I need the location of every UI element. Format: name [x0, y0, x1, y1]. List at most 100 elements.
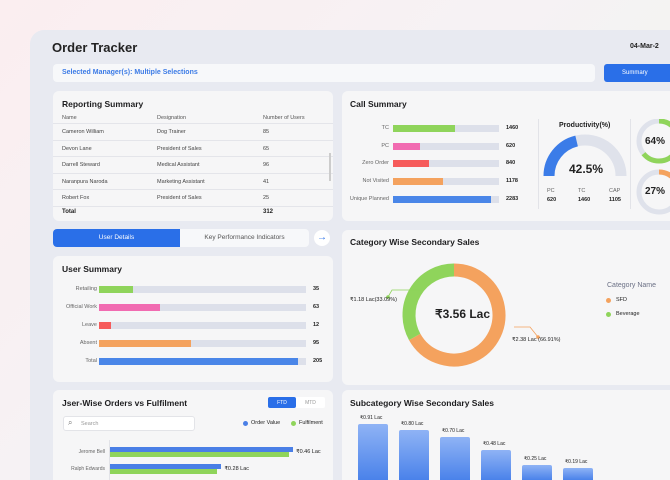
subcategory-sales-card: Subcategory Wise Secondary Sales ₹0.91 L…	[342, 390, 670, 480]
radial-fill	[636, 169, 670, 215]
search-input[interactable]: ⌕ Search	[63, 416, 195, 431]
period-toggle: FTD MTD	[268, 397, 325, 408]
legend-item[interactable]: Beverage	[616, 311, 640, 317]
legend-item[interactable]: SFD	[616, 297, 627, 303]
fulfilment-bar[interactable]	[110, 469, 218, 474]
subcategory-bar[interactable]	[399, 430, 429, 480]
bar-value: 2283	[506, 195, 519, 202]
bar-value: ₹0.80 Lac	[401, 421, 424, 428]
bar-fill	[393, 160, 429, 168]
donut-slice	[402, 263, 455, 341]
bar-value: ₹0.19 Lac	[565, 459, 588, 466]
tab-bar: User Details Key Performance Indicators	[53, 229, 309, 247]
bar-track	[99, 358, 306, 365]
date-label: 04-Mar-2	[630, 43, 659, 50]
toggle-ftd[interactable]: FTD	[268, 397, 296, 408]
table-row[interactable]: Devon Lane President of Sales 65	[53, 143, 323, 157]
leader-line	[514, 326, 539, 338]
manager-filter-text: Selected Manager(s): Multiple Selections	[62, 69, 198, 76]
user-summary-card: User Summary Retailing 35 Official Work 63 L…	[53, 256, 333, 382]
bar-fill	[393, 125, 456, 132]
stat-label: CAP	[609, 188, 621, 194]
legend-title: Category Name	[607, 282, 657, 289]
row-divider	[53, 139, 333, 141]
manager-filter[interactable]: Selected Manager(s): Multiple Selections	[53, 64, 595, 82]
total-value: 312	[263, 209, 274, 215]
slice-label: ₹2.38 Lac (66.91%)	[512, 337, 561, 343]
row-divider	[53, 172, 333, 174]
bar-value: ₹0.48 Lac	[483, 441, 506, 448]
stat-label: TC	[578, 188, 586, 194]
donut-total: ₹3.56 Lac	[435, 307, 491, 321]
subcategory-bar[interactable]	[358, 423, 388, 480]
table-cell: Cameron William	[62, 129, 104, 135]
subcategory-bar[interactable]	[563, 468, 593, 480]
subcategory-bar[interactable]	[522, 464, 552, 480]
user-name: Jerome Bell	[78, 449, 105, 455]
arrow-right-icon[interactable]: →	[314, 230, 330, 246]
bar-value: ₹0.70 Lac	[442, 427, 465, 434]
scrollbar[interactable]	[329, 153, 331, 181]
card-title: User Summary	[62, 264, 123, 274]
bar-label: Not Visited	[362, 178, 390, 185]
bar-value: 1178	[506, 178, 518, 185]
summary-button[interactable]: Summary	[604, 64, 670, 82]
column-header: Name	[62, 115, 77, 121]
slice-label: ₹1.18 Lac(33.09%)	[350, 297, 397, 303]
toggle-mtd[interactable]: MTD	[305, 400, 316, 406]
column-header: Number of Users	[263, 115, 305, 121]
subcategory-bar[interactable]	[440, 436, 470, 480]
table-cell: 96	[263, 162, 270, 168]
bar-track	[393, 178, 499, 186]
column-header: Designation	[157, 115, 187, 121]
bar-label: Leave	[82, 322, 97, 328]
legend-dot	[291, 421, 296, 426]
row-divider	[53, 206, 333, 207]
table-cell: Devon Lane	[62, 145, 92, 152]
tab-user-details[interactable]: User Details	[53, 229, 180, 247]
fulfilment-bar[interactable]	[110, 452, 290, 457]
bar-label: PC	[381, 142, 389, 149]
table-cell: President of Sales	[157, 145, 202, 152]
reporting-summary-card: Reporting Summary Name Designation Numbe…	[53, 91, 333, 221]
table-cell: Medical Assistant	[157, 162, 200, 168]
category-sales-card: Category Wise Secondary Sales ₹3.56 Lac …	[342, 230, 670, 385]
table-row[interactable]: Robert Fox President of Sales 25	[53, 192, 323, 206]
bar-value: ₹0.91 Lac	[360, 414, 383, 421]
bar-label: TC	[381, 125, 389, 131]
call-summary-card: Call Summary TC 1460 PC 620 Zero Order 840 Not…	[342, 91, 670, 221]
bar-track	[99, 304, 306, 311]
bar-label: Retailing	[75, 286, 97, 292]
legend-item: Order Value	[251, 420, 281, 426]
card-title: Jser-Wise Orders vs Fulfilment	[62, 398, 188, 408]
bar-fill	[99, 304, 161, 311]
order-bar[interactable]	[110, 447, 294, 452]
table-row[interactable]: Cameron William Dog Trainer 85	[53, 126, 323, 140]
subcategory-bar[interactable]	[481, 450, 511, 480]
order-bar[interactable]	[110, 464, 222, 469]
tab-kpi[interactable]: Key Performance Indicators	[204, 234, 285, 241]
bar-track	[393, 160, 499, 168]
productivity-title: Productivity(%)	[559, 122, 611, 129]
table-row[interactable]: Darrell Steward Medical Assistant 96	[53, 159, 323, 173]
gauge-fill	[543, 135, 579, 177]
radial-value: 27%	[645, 186, 666, 197]
bar-label: Absent	[79, 340, 97, 346]
bar-fill	[99, 340, 192, 347]
search-icon: ⌕	[68, 418, 73, 427]
bar-label: Zero Order	[362, 160, 389, 167]
bar-value: 35	[313, 286, 320, 292]
table-cell: 85	[263, 129, 270, 135]
table-cell: Dog Trainer	[157, 129, 186, 135]
productivity-gauge	[543, 134, 627, 177]
card-title: Subcategory Wise Secondary Sales	[350, 398, 495, 408]
table-row[interactable]: Naranpura Naroda Marketing Assistant 41	[53, 176, 323, 190]
bar-fill	[393, 195, 491, 203]
table-cell: Marketing Assistant	[157, 178, 205, 185]
bar-value: 1460	[506, 125, 519, 131]
card-title: Reporting Summary	[62, 99, 144, 109]
table-cell: President of Sales	[157, 195, 202, 201]
bar-fill	[393, 142, 420, 150]
table-cell: Darrell Steward	[62, 162, 100, 168]
productivity-value: 42.5%	[569, 162, 604, 176]
